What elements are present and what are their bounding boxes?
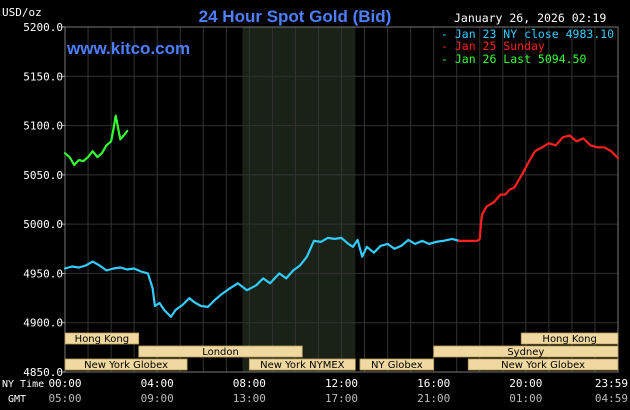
x-tick-label-gmt: 13:00 — [233, 392, 266, 405]
x-tick-labels: 00:00 05:00 04:00 09:00 08:00 13:00 12:00 17:00… — [48, 377, 628, 405]
session-bar — [248, 358, 356, 371]
series-layer — [63, 114, 620, 318]
ny-time-row-label: NY Time — [2, 379, 44, 390]
y-tick-label: 4850.0 — [23, 366, 63, 379]
y-tick-label: 4950.0 — [23, 267, 63, 280]
y-tick-labels: 4850.0 4900.0 4950.0 5000.0 5050.0 5100.0 5150… — [23, 21, 65, 379]
x-tick-label-ny: 20:00 — [509, 377, 542, 390]
x-tick-label-ny: 00:00 — [48, 377, 81, 390]
session-label: Sydney — [507, 347, 544, 358]
session-label: Hong Kong — [542, 334, 596, 345]
y-tick-label: 4900.0 — [23, 317, 63, 330]
x-tick-label-ny: 04:00 — [141, 377, 174, 390]
gmt-row-label: GMT — [8, 394, 26, 405]
session-label: New York Globex — [84, 360, 168, 371]
session-bar — [520, 332, 619, 345]
session-bar — [467, 358, 619, 371]
session-label: New York Globex — [501, 360, 585, 371]
legend-item-jan26: - Jan 26 Last 5094.50 — [441, 52, 586, 66]
series-line-0 — [63, 236, 461, 318]
session-bar — [138, 345, 303, 358]
session-label: NY Globex — [371, 360, 423, 371]
x-tick-label-gmt: 21:00 — [417, 392, 450, 405]
x-tick-label-gmt: 01:00 — [509, 392, 542, 405]
session-label: London — [202, 347, 239, 358]
y-tick-label: 5000.0 — [23, 218, 63, 231]
session-bar — [359, 358, 435, 371]
y-tick-label: 5200.0 — [23, 21, 63, 34]
grid-layer — [65, 26, 618, 373]
series-line-2 — [63, 114, 129, 167]
session-bar — [433, 345, 619, 358]
x-tick-label-ny: 08:00 — [233, 377, 266, 390]
y-tick-label: 5050.0 — [23, 169, 63, 182]
legend-item-jan23: - Jan 23 NY close 4983.10 — [441, 27, 614, 41]
session-bar — [64, 358, 188, 371]
unit-label: USD/oz — [2, 6, 42, 19]
session-bars: Hong Kong London New York Globex New York N… — [64, 332, 619, 371]
x-tick-label-gmt: 09:00 — [141, 392, 174, 405]
legend-item-jan25: - Jan 25 Sunday — [441, 39, 545, 53]
series-line-1 — [457, 134, 620, 242]
y-tick-label: 5150.0 — [23, 70, 63, 83]
x-tick-label-ny: 12:00 — [325, 377, 358, 390]
session-label: New York NYMEX — [260, 360, 345, 371]
x-tick-label-gmt: 05:00 — [48, 392, 81, 405]
x-tick-label-ny: 16:00 — [417, 377, 450, 390]
x-tick-label-gmt: 04:59 — [595, 392, 628, 405]
timestamp: January 26, 2026 02:19 — [454, 11, 606, 25]
watermark: www.kitco.com — [66, 39, 190, 58]
session-label: Hong Kong — [75, 334, 129, 345]
y-tick-label: 5100.0 — [23, 120, 63, 133]
x-tick-label-ny: 23:59 — [595, 377, 628, 390]
highlight-band — [242, 27, 356, 372]
session-bar — [64, 332, 140, 345]
x-tick-label-gmt: 17:00 — [325, 392, 358, 405]
chart-title: 24 Hour Spot Gold (Bid) — [199, 7, 392, 26]
plot-frame — [64, 26, 619, 373]
